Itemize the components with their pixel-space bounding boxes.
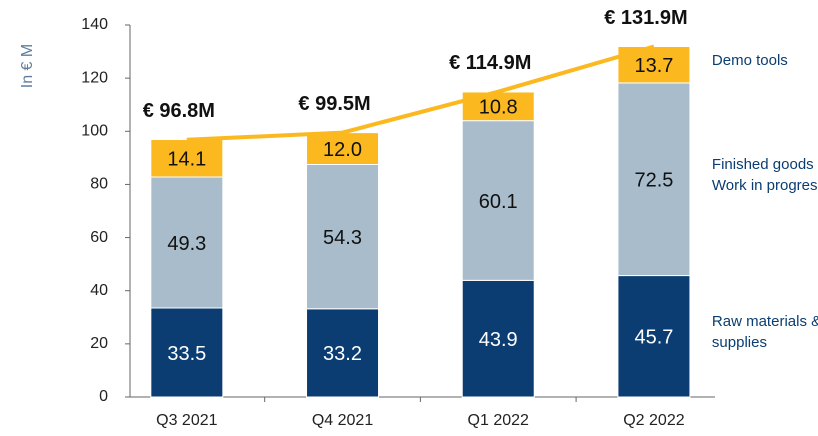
y-tick-label: 120 (81, 69, 108, 86)
data-label: 10.8 (479, 97, 518, 119)
y-axis-label: In € M (19, 44, 36, 88)
bar-segment (461, 279, 535, 398)
y-tick-label: 0 (99, 388, 108, 405)
bar-segment (150, 307, 224, 398)
total-line (186, 44, 655, 142)
data-label: 49.3 (167, 233, 206, 255)
data-label: 72.5 (634, 170, 673, 192)
legend-entry: Finished goods & Work in progress (711, 156, 818, 195)
data-label: 45.7 (634, 327, 673, 349)
data-label: 14.1 (167, 149, 206, 171)
total-label: € 99.5M (298, 93, 370, 115)
bar-segment (617, 82, 691, 277)
total-label: € 96.8M (143, 100, 215, 122)
data-label: 12.0 (323, 139, 362, 161)
y-tick-label: 100 (81, 123, 108, 140)
total-label: € 131.9M (604, 7, 687, 29)
bar-segment (306, 132, 380, 166)
bar-segment (150, 176, 224, 309)
y-tick-label: 40 (90, 282, 108, 299)
data-label: 60.1 (479, 191, 518, 213)
y-tick-label: 60 (90, 229, 108, 246)
bar-segment (306, 164, 380, 310)
bar-segment (306, 308, 380, 398)
bar-segment (617, 275, 691, 398)
x-tick-label: Q3 2021 (156, 412, 217, 429)
data-label: 43.9 (479, 329, 518, 351)
bar-segment (150, 139, 224, 178)
y-tick-label: 140 (81, 16, 108, 33)
data-label: 13.7 (634, 55, 673, 77)
data-label: 33.5 (167, 343, 206, 365)
data-label: 33.2 (323, 343, 362, 365)
total-label: € 114.9M (449, 52, 531, 74)
x-tick-label: Q1 2022 (468, 412, 529, 429)
data-label: 54.3 (323, 227, 362, 249)
x-tick-label: Q2 2022 (623, 412, 684, 429)
legend-entry: Demo tools (711, 52, 788, 70)
y-tick-label: 20 (90, 335, 108, 352)
legend-entry: Raw materials & supplies (711, 313, 818, 352)
x-tick-label: Q4 2021 (312, 412, 373, 429)
y-tick-label: 80 (90, 176, 108, 193)
bar-segment (461, 120, 535, 281)
